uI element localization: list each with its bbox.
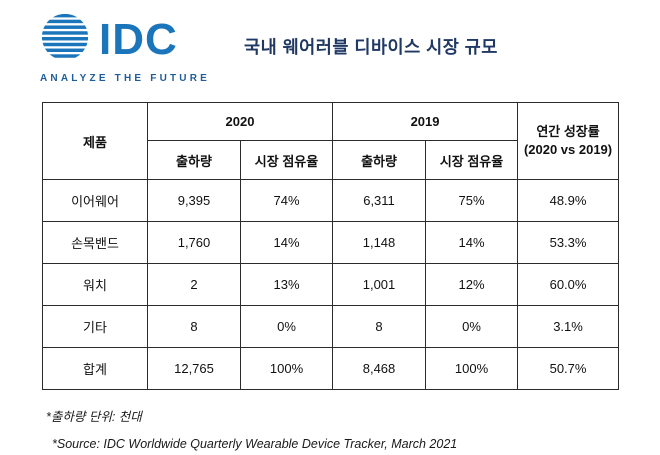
cell-product: 워치 — [42, 263, 148, 306]
cell-shipments-2020: 8 — [147, 305, 241, 348]
footnote-unit: *출하량 단위: 천대 — [46, 410, 142, 424]
cell-growth: 50.7% — [517, 347, 620, 390]
cell-shipments-2020: 9,395 — [147, 179, 241, 222]
cell-shipments-2019: 8 — [332, 305, 427, 348]
wearable-market-table: 제품 2020 2019 연간 성장률 (2020 vs 2019) 출하량 시… — [42, 102, 620, 390]
subcol-header-share-2019: 시장 점유율 — [425, 140, 519, 180]
cell-shipments-2019: 8,468 — [332, 347, 427, 390]
cell-growth: 48.9% — [517, 179, 620, 222]
cell-shipments-2019: 6,311 — [332, 179, 427, 222]
cell-share-2019: 100% — [425, 347, 519, 390]
cell-share-2020: 74% — [239, 179, 334, 222]
footnote-source: *Source: IDC Worldwide Quarterly Wearabl… — [52, 437, 458, 451]
col-header-2019: 2019 — [332, 102, 519, 141]
cell-product: 기타 — [42, 305, 148, 348]
subcol-header-share-2020: 시장 점유율 — [239, 140, 334, 180]
cell-growth: 53.3% — [517, 221, 620, 264]
col-header-growth-line1: 연간 성장률 — [536, 124, 600, 140]
cell-shipments-2020: 12,765 — [147, 347, 241, 390]
cell-share-2019: 0% — [425, 305, 519, 348]
cell-share-2020: 13% — [239, 263, 334, 306]
cell-growth: 3.1% — [517, 305, 620, 348]
cell-share-2020: 0% — [239, 305, 334, 348]
cell-growth: 60.0% — [517, 263, 620, 306]
idc-logo: IDC ANALYZE THE FUTURE — [40, 12, 210, 84]
col-header-growth-line2: (2020 vs 2019) — [523, 142, 613, 157]
cell-shipments-2019: 1,001 — [332, 263, 427, 306]
table-row-watch: 워치 2 13% 1,001 12% 60.0% — [42, 263, 620, 306]
cell-share-2020: 100% — [239, 347, 334, 390]
table-row-other: 기타 8 0% 8 0% 3.1% — [42, 305, 620, 348]
table-row-earwear: 이어웨어 9,395 74% 6,311 75% 48.9% — [42, 179, 620, 222]
idc-tagline: ANALYZE THE FUTURE — [40, 73, 211, 84]
table-row-wristband: 손목밴드 1,760 14% 1,148 14% 53.3% — [42, 221, 620, 264]
idc-logo-text: IDC — [99, 14, 178, 64]
page-title: 국내 웨어러블 디바이스 시장 규모 — [244, 37, 498, 57]
cell-product: 합계 — [42, 347, 148, 390]
cell-shipments-2020: 2 — [147, 263, 241, 306]
subcol-header-shipments-2020: 출하량 — [147, 140, 241, 180]
cell-share-2019: 14% — [425, 221, 519, 264]
subcol-header-shipments-2019: 출하량 — [332, 140, 427, 180]
globe-icon — [40, 12, 90, 67]
col-header-product: 제품 — [42, 102, 148, 180]
col-header-2020: 2020 — [146, 102, 334, 141]
cell-share-2019: 12% — [425, 263, 519, 306]
cell-share-2020: 14% — [239, 221, 334, 264]
col-header-growth: 연간 성장률 (2020 vs 2019) — [517, 102, 620, 180]
cell-shipments-2020: 1,760 — [147, 221, 241, 264]
cell-product: 이어웨어 — [42, 179, 148, 222]
cell-share-2019: 75% — [425, 179, 519, 222]
cell-shipments-2019: 1,148 — [332, 221, 427, 264]
table-row-total: 합계 12,765 100% 8,468 100% 50.7% — [42, 347, 620, 390]
cell-product: 손목밴드 — [42, 221, 148, 264]
page-header: IDC ANALYZE THE FUTURE 국내 웨어러블 디바이스 시장 규… — [0, 0, 660, 84]
